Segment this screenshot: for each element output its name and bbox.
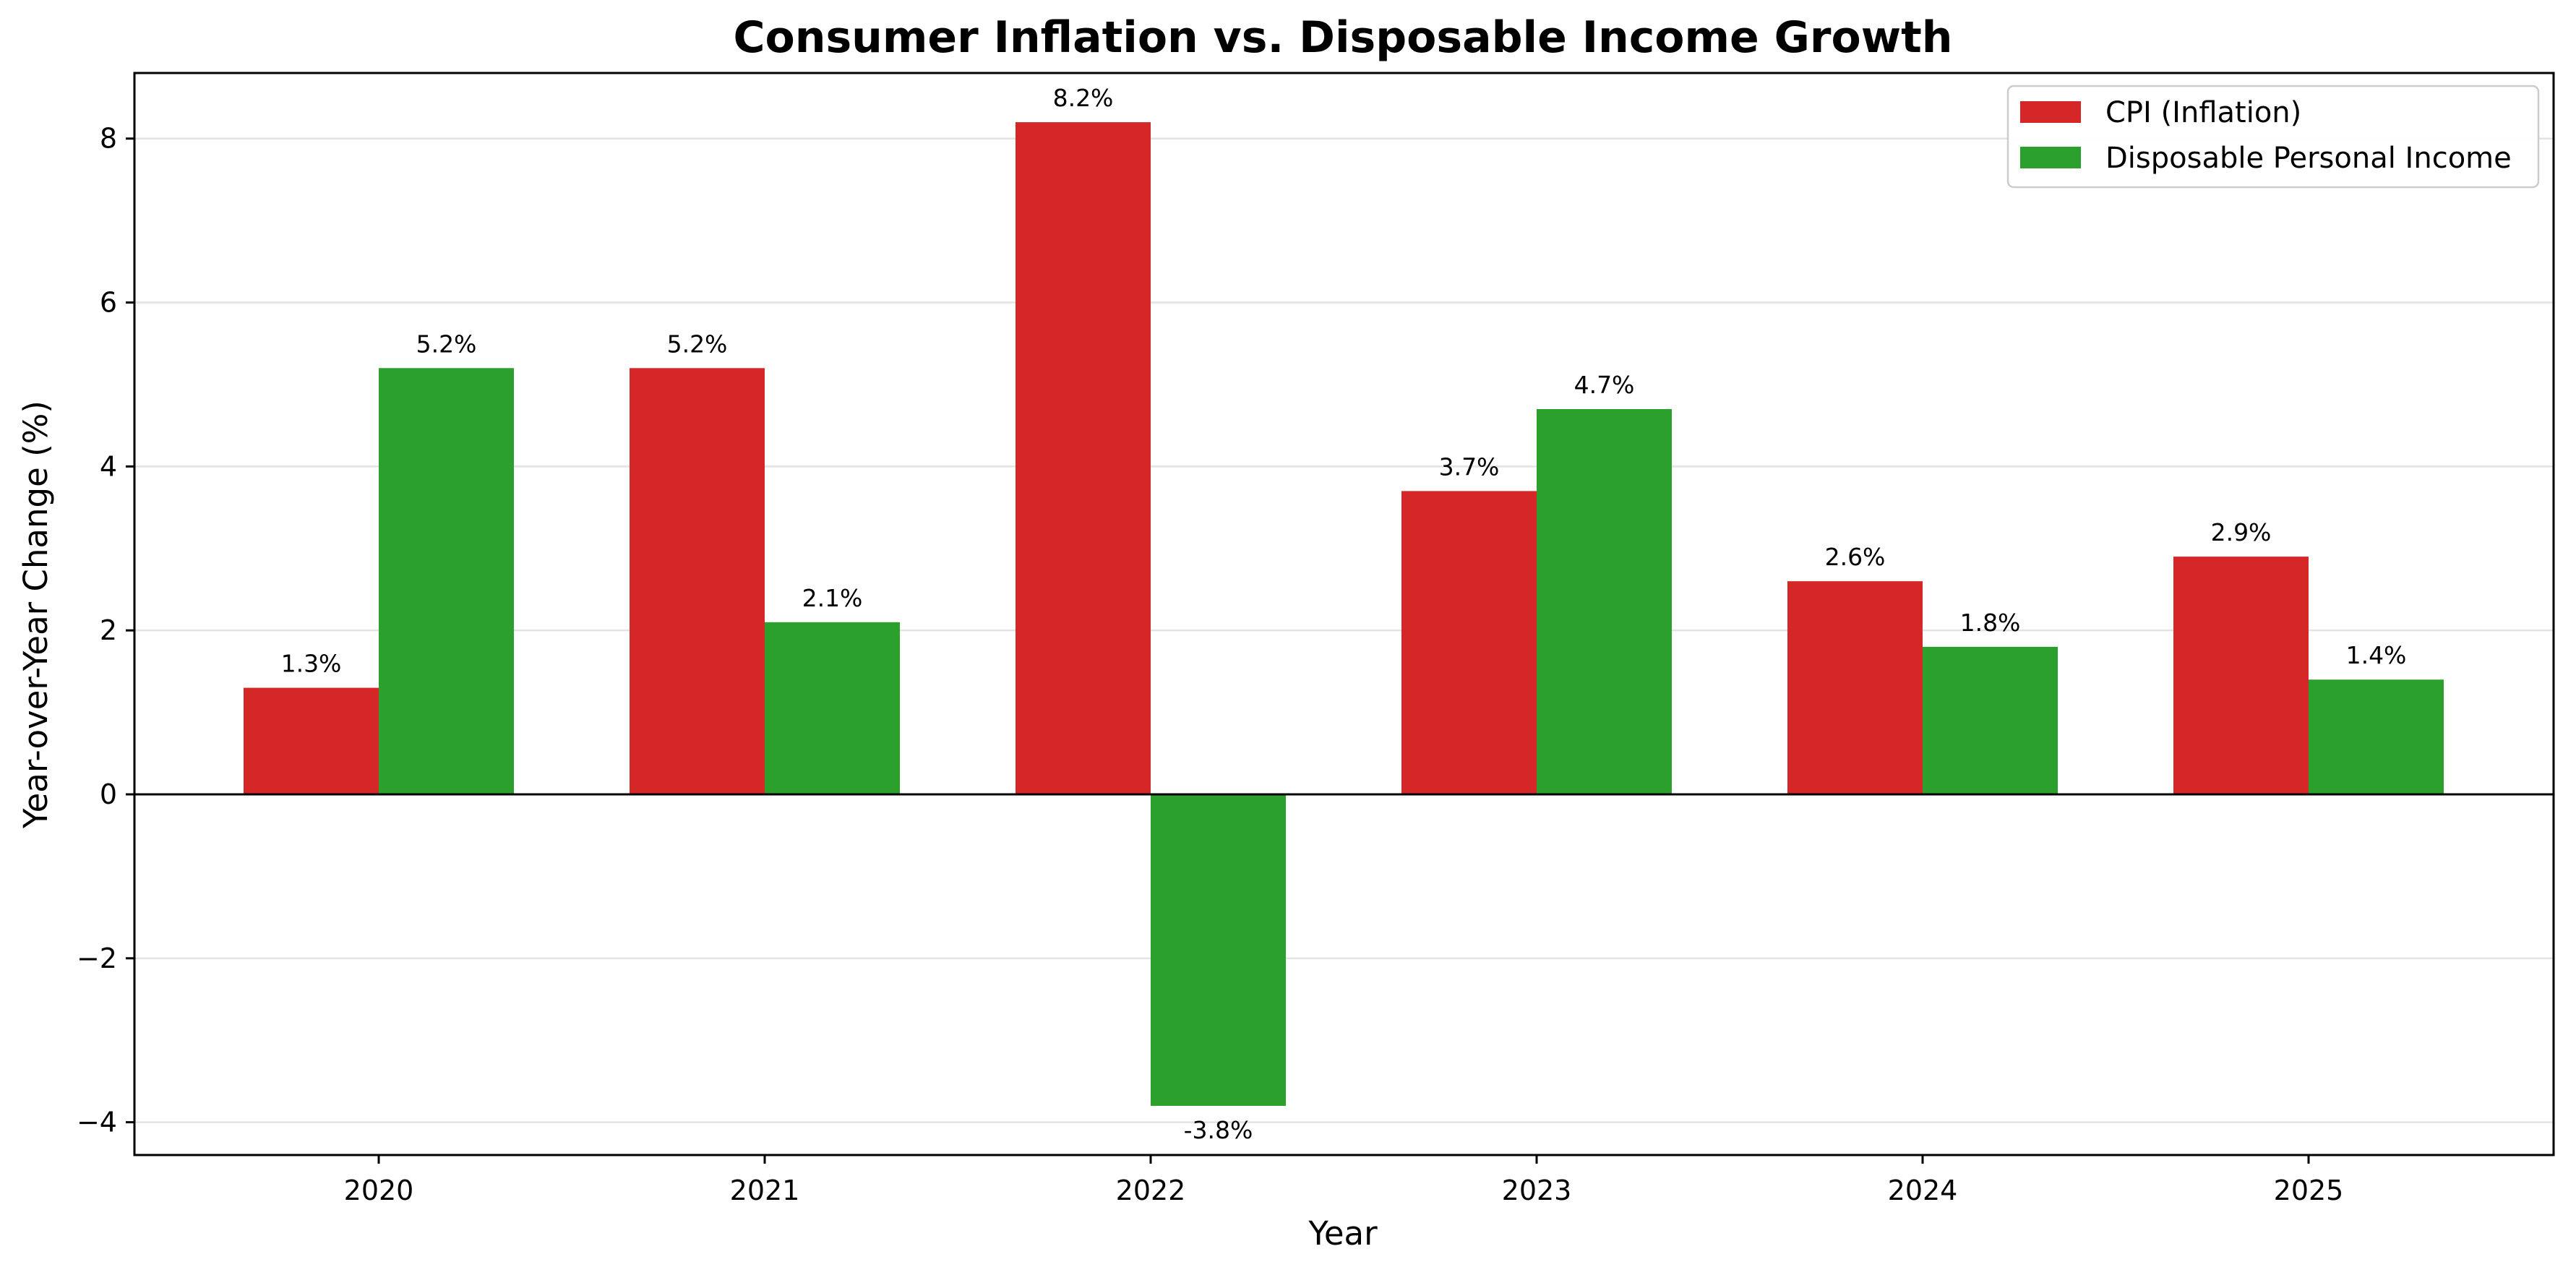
y-tick-label-4: 4 bbox=[100, 450, 117, 482]
bars bbox=[244, 122, 2444, 1106]
legend-swatch-cpi bbox=[2020, 101, 2081, 123]
legend-box bbox=[2006, 85, 2540, 189]
bar-income-2023 bbox=[1537, 408, 1672, 794]
x-tick-label-2022: 2022 bbox=[1116, 1175, 1186, 1206]
y-tick-label-3: 2 bbox=[100, 614, 117, 646]
y-axis-label: Year-over-Year Change (%) bbox=[17, 400, 55, 829]
data-label-income-2024: 1.8% bbox=[1960, 609, 2021, 637]
bar-cpi-2024 bbox=[1787, 581, 1923, 794]
legend-label-cpi: CPI (Inflation) bbox=[2105, 96, 2301, 129]
data-label-income-2021: 2.1% bbox=[802, 584, 863, 612]
y-tick-label-5: 6 bbox=[100, 287, 117, 319]
y-tick-label-0: −4 bbox=[77, 1107, 117, 1138]
data-label-cpi-2024: 2.6% bbox=[1825, 543, 1886, 571]
x-tick-label-2021: 2021 bbox=[730, 1175, 800, 1206]
y-tick-label-1: −2 bbox=[77, 943, 117, 974]
data-label-cpi-2023: 3.7% bbox=[1439, 452, 1500, 481]
data-label-income-2025: 1.4% bbox=[2346, 641, 2407, 669]
data-label-cpi-2022: 8.2% bbox=[1053, 84, 1114, 112]
bar-income-2025 bbox=[2309, 679, 2444, 794]
bar-cpi-2021 bbox=[630, 368, 765, 795]
x-tick-label-2025: 2025 bbox=[2274, 1175, 2344, 1206]
bar-cpi-2020 bbox=[244, 687, 379, 794]
data-label-cpi-2021: 5.2% bbox=[667, 330, 728, 358]
axes: −4 −2 0 2 4 6 8 2020 2021 2022 2023 2024 2025 bbox=[77, 72, 2555, 1206]
legend-swatch-income bbox=[2020, 147, 2081, 168]
legend-label-income: Disposable Personal Income bbox=[2105, 142, 2512, 175]
x-tick-label-2020: 2020 bbox=[344, 1175, 414, 1206]
bar-income-2024 bbox=[1923, 646, 2058, 794]
data-label-income-2020: 5.2% bbox=[416, 330, 477, 358]
bar-cpi-2025 bbox=[2173, 557, 2309, 794]
bar-income-2020 bbox=[379, 368, 514, 795]
bar-income-2021 bbox=[765, 622, 900, 794]
data-labels: 1.3% 5.2% 8.2% 3.7% 2.6% 2.9% 5.2% 2.1% -3.8% 4.7… bbox=[281, 84, 2407, 1144]
x-axis-label: Year bbox=[1308, 1214, 1378, 1253]
bar-cpi-2022 bbox=[1016, 122, 1151, 794]
data-label-income-2022: -3.8% bbox=[1184, 1116, 1253, 1144]
bar-cpi-2023 bbox=[1401, 491, 1537, 794]
x-tick-label-2024: 2024 bbox=[1888, 1175, 1958, 1206]
bar-income-2022 bbox=[1151, 794, 1286, 1106]
legend: CPI (Inflation) Disposable Personal Incom… bbox=[2006, 85, 2540, 189]
data-label-cpi-2025: 2.9% bbox=[2211, 518, 2272, 546]
data-label-cpi-2020: 1.3% bbox=[281, 650, 342, 678]
data-label-income-2023: 4.7% bbox=[1574, 371, 1635, 399]
y-tick-label-2: 0 bbox=[100, 778, 117, 810]
y-tick-label-6: 8 bbox=[100, 123, 117, 155]
x-tick-label-2023: 2023 bbox=[1502, 1175, 1572, 1206]
plot-frame bbox=[133, 72, 2555, 1156]
chart-title: Consumer Inflation vs. Disposable Income… bbox=[733, 12, 1952, 63]
